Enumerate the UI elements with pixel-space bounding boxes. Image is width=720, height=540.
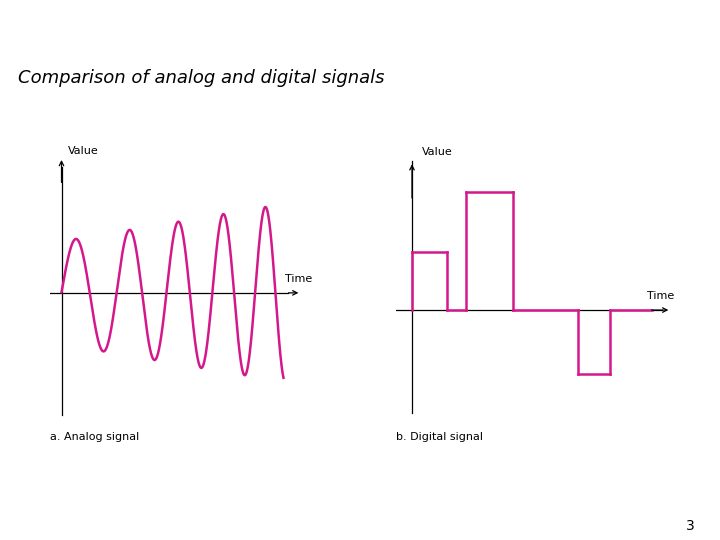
Text: b. Digital signal: b. Digital signal bbox=[396, 432, 483, 442]
Text: a. Analog signal: a. Analog signal bbox=[50, 432, 140, 442]
Text: 3: 3 bbox=[686, 519, 695, 534]
Text: Value: Value bbox=[422, 147, 452, 157]
Text: Comparison of analog and digital signals: Comparison of analog and digital signals bbox=[18, 69, 384, 86]
Text: Time: Time bbox=[647, 292, 675, 301]
Text: Value: Value bbox=[68, 146, 99, 157]
Text: Time: Time bbox=[284, 274, 312, 284]
